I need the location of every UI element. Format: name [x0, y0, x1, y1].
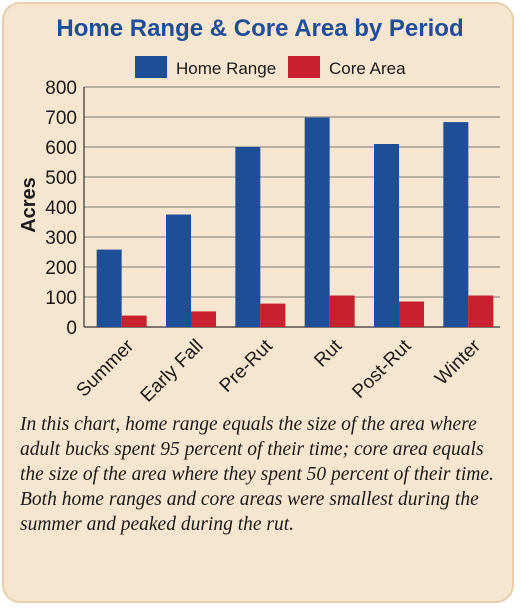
bar-core-area — [121, 315, 147, 327]
bar-home-range — [304, 117, 330, 327]
y-tick-label: 0 — [66, 318, 77, 339]
legend-swatch-core-area — [288, 56, 320, 78]
y-tick-label: 100 — [45, 288, 77, 309]
y-tick-label: 400 — [45, 198, 77, 219]
y-tick-label: 800 — [45, 78, 77, 99]
legend-label-core-area: Core Area — [329, 59, 406, 78]
bar-core-area — [191, 311, 216, 327]
bar-core-area — [468, 295, 494, 327]
legend-label-home-range: Home Range — [176, 59, 276, 78]
y-axis-ticks: 0 100 200 300 400 500 600 700 800 — [45, 78, 77, 339]
bars — [96, 117, 494, 327]
bar-home-range — [166, 214, 191, 327]
bar-home-range — [374, 144, 399, 327]
bar-chart: Home Range & Core Area by Period Home Ra… — [18, 15, 500, 407]
chart-title: Home Range & Core Area by Period — [56, 15, 463, 42]
x-tick-label: Post-Rut — [348, 335, 416, 403]
x-tick-label: Pre-Rut — [216, 335, 278, 397]
legend: Home Range Core Area — [135, 56, 406, 78]
bar-core-area — [399, 301, 424, 327]
bar-core-area — [329, 295, 355, 327]
bar-core-area — [260, 303, 286, 327]
legend-swatch-home-range — [135, 56, 167, 78]
x-tick-label: Rut — [310, 335, 346, 371]
y-tick-label: 500 — [45, 168, 77, 189]
gridlines — [84, 86, 500, 328]
chart-caption: In this chart, home range equals the siz… — [20, 414, 494, 535]
x-tick-label: Early Fall — [137, 336, 208, 407]
y-tick-label: 300 — [45, 228, 77, 249]
y-tick-label: 700 — [45, 108, 77, 129]
y-tick-label: 600 — [45, 138, 77, 159]
x-tick-label: Winter — [431, 335, 485, 389]
y-tick-label: 200 — [45, 258, 77, 279]
x-tick-label: Summer — [73, 335, 139, 401]
bar-home-range — [235, 147, 261, 327]
bar-home-range — [96, 249, 122, 327]
y-axis-label: Acres — [18, 177, 40, 233]
bar-home-range — [443, 122, 469, 327]
